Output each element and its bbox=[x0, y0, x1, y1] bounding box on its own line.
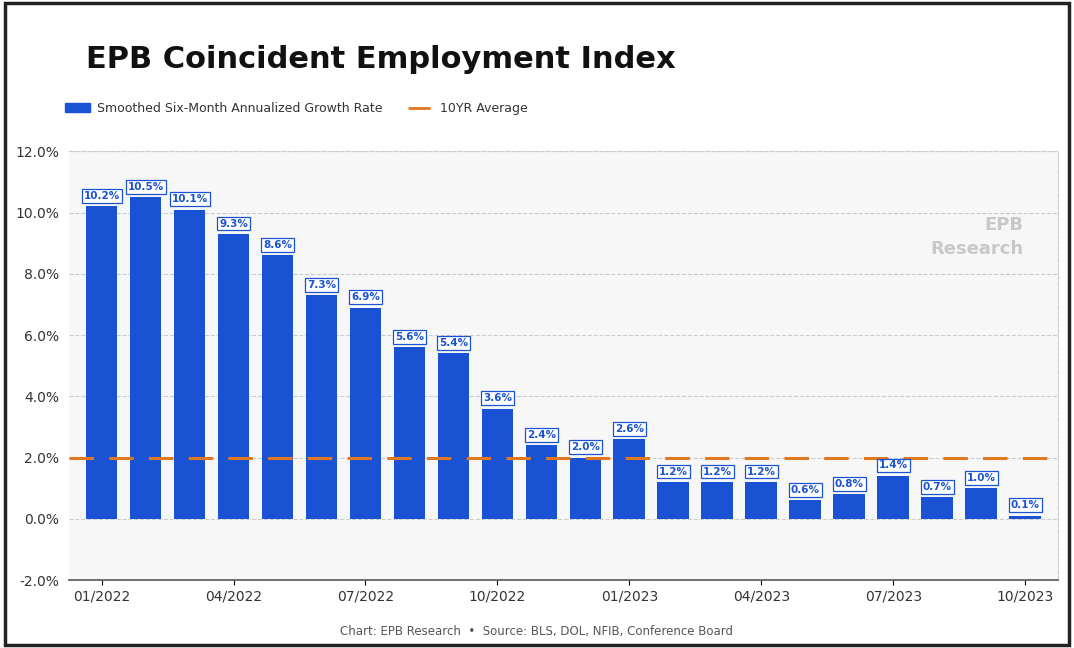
Text: 7.3%: 7.3% bbox=[307, 280, 336, 290]
Bar bbox=[350, 308, 381, 519]
Text: 2.4%: 2.4% bbox=[527, 430, 556, 440]
Text: 2.6%: 2.6% bbox=[614, 424, 643, 434]
Bar bbox=[393, 347, 425, 519]
Bar bbox=[306, 295, 337, 519]
Text: 1.4%: 1.4% bbox=[879, 461, 908, 470]
Text: 1.2%: 1.2% bbox=[746, 467, 775, 477]
Text: 1.2%: 1.2% bbox=[702, 467, 731, 477]
Bar bbox=[86, 207, 117, 519]
Text: 6.9%: 6.9% bbox=[351, 292, 380, 302]
Text: 9.3%: 9.3% bbox=[219, 218, 248, 229]
Text: 0.7%: 0.7% bbox=[923, 482, 952, 492]
Text: 10.5%: 10.5% bbox=[128, 182, 163, 192]
Text: 5.4%: 5.4% bbox=[439, 338, 468, 348]
Bar bbox=[1010, 516, 1041, 519]
Text: 0.1%: 0.1% bbox=[1011, 500, 1040, 510]
Bar bbox=[966, 488, 997, 519]
Text: 1.2%: 1.2% bbox=[658, 467, 687, 477]
Text: 1.0%: 1.0% bbox=[967, 473, 996, 483]
Bar bbox=[525, 445, 557, 519]
Text: 10.1%: 10.1% bbox=[172, 194, 207, 204]
Bar bbox=[569, 457, 601, 519]
Text: 3.6%: 3.6% bbox=[483, 393, 512, 403]
Text: 8.6%: 8.6% bbox=[263, 240, 292, 250]
Bar bbox=[877, 476, 909, 519]
Bar bbox=[130, 197, 161, 519]
Bar bbox=[218, 234, 249, 519]
Text: EPB Coincident Employment Index: EPB Coincident Employment Index bbox=[86, 45, 676, 75]
Bar bbox=[613, 439, 645, 519]
Legend: Smoothed Six-Month Annualized Growth Rate, 10YR Average: Smoothed Six-Month Annualized Growth Rat… bbox=[64, 102, 528, 115]
Bar bbox=[481, 409, 513, 519]
Bar bbox=[921, 498, 953, 519]
Bar bbox=[437, 354, 469, 519]
Text: 0.6%: 0.6% bbox=[790, 485, 819, 495]
Bar bbox=[262, 255, 293, 519]
Bar bbox=[789, 500, 822, 519]
Text: EPB
Research: EPB Research bbox=[930, 216, 1024, 258]
Text: Chart: EPB Research  •  Source: BLS, DOL, NFIB, Conference Board: Chart: EPB Research • Source: BLS, DOL, … bbox=[340, 625, 734, 638]
Bar bbox=[701, 482, 734, 519]
Text: 0.8%: 0.8% bbox=[834, 479, 863, 489]
Bar bbox=[174, 209, 205, 519]
Bar bbox=[833, 494, 865, 519]
Text: 2.0%: 2.0% bbox=[571, 442, 600, 452]
Bar bbox=[745, 482, 778, 519]
Text: 5.6%: 5.6% bbox=[395, 332, 424, 342]
Text: 10.2%: 10.2% bbox=[84, 191, 119, 201]
Bar bbox=[657, 482, 690, 519]
